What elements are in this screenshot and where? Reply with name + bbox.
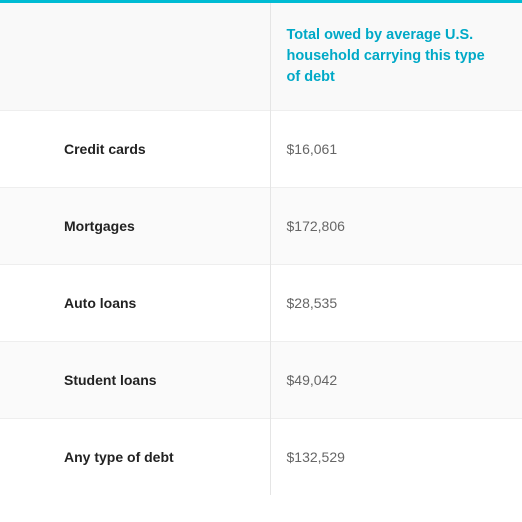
header-blank-cell bbox=[0, 2, 270, 111]
debt-amount-value: $16,061 bbox=[270, 111, 522, 188]
debt-amount-value: $132,529 bbox=[270, 419, 522, 496]
debt-amount-value: $49,042 bbox=[270, 342, 522, 419]
header-title-cell: Total owed by average U.S. household car… bbox=[270, 2, 522, 111]
debt-type-label: Credit cards bbox=[0, 111, 270, 188]
table-row: Mortgages $172,806 bbox=[0, 188, 522, 265]
debt-type-label: Student loans bbox=[0, 342, 270, 419]
table-row: Credit cards $16,061 bbox=[0, 111, 522, 188]
table-header-row: Total owed by average U.S. household car… bbox=[0, 2, 522, 111]
table-row: Student loans $49,042 bbox=[0, 342, 522, 419]
debt-amount-value: $28,535 bbox=[270, 265, 522, 342]
debt-type-label: Any type of debt bbox=[0, 419, 270, 496]
table-row: Any type of debt $132,529 bbox=[0, 419, 522, 496]
table-row: Auto loans $28,535 bbox=[0, 265, 522, 342]
debt-type-label: Auto loans bbox=[0, 265, 270, 342]
debt-amount-value: $172,806 bbox=[270, 188, 522, 265]
debt-type-label: Mortgages bbox=[0, 188, 270, 265]
debt-table: Total owed by average U.S. household car… bbox=[0, 0, 522, 495]
